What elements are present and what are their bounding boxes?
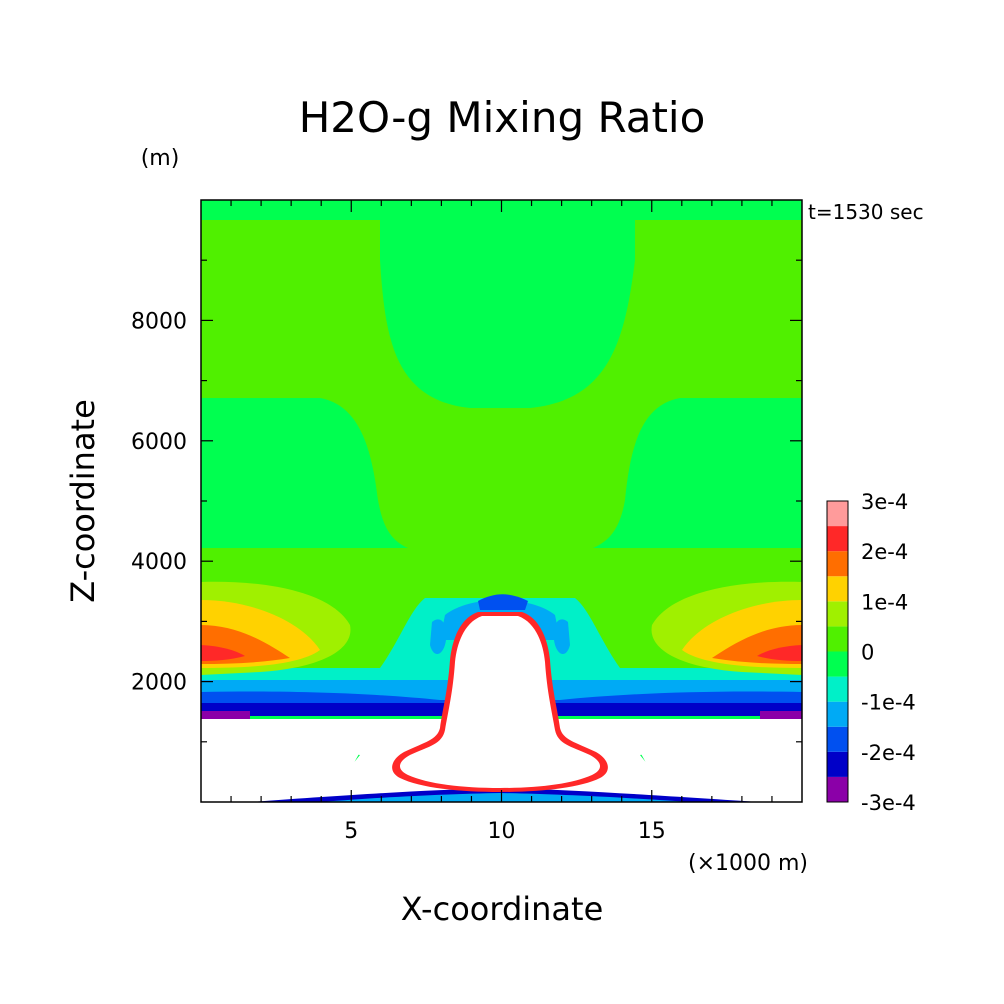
colorbar-swatch (827, 501, 848, 527)
colorbar-swatch (827, 551, 848, 577)
x-tick-label: 10 (488, 819, 516, 844)
colorbar-label: -2e-4 (861, 741, 916, 765)
x-unit-label: (×1000 m) (688, 851, 808, 876)
contour-lobe-left-red (201, 645, 245, 661)
colorbar-label: 1e-4 (861, 590, 908, 614)
colorbar-swatch (827, 626, 848, 652)
contour-field (201, 200, 802, 802)
colorbar-swatch (827, 751, 848, 777)
y-axis-label: Z-coordinate (64, 399, 102, 603)
contour-lobe-right-red (757, 645, 802, 661)
colorbar-frame (826, 500, 849, 803)
y-tick-label: 2000 (131, 671, 187, 696)
contour-upper-plume (201, 220, 802, 555)
colorbar-swatch (827, 576, 848, 602)
colorbar-swatch (827, 701, 848, 727)
y-tick-label: 8000 (131, 309, 187, 334)
y-tick-label: 4000 (131, 550, 187, 575)
x-tick-label: 5 (344, 819, 358, 844)
x-axis-label: X-coordinate (401, 890, 604, 928)
contour-bottom-edge-cyan (320, 793, 690, 802)
colorbar-label: -1e-4 (861, 691, 916, 715)
colorbar-label: 3e-4 (861, 490, 908, 514)
cloud-core (399, 616, 601, 788)
time-label: t=1530 sec (808, 200, 924, 224)
colorbar-label: -3e-4 (861, 791, 916, 815)
colorbar-swatch (827, 726, 848, 752)
x-tick-label: 15 (638, 819, 666, 844)
contour-dry-band-purple (201, 711, 250, 719)
contour-cap-top (478, 594, 528, 610)
colorbar-swatch (827, 676, 848, 702)
colorbar-swatch (827, 601, 848, 627)
y-unit-label: (m) (141, 146, 180, 171)
contour-dry-band-purple-right (760, 711, 802, 719)
colorbar-swatch (827, 526, 848, 552)
colorbar-label: 2e-4 (861, 540, 908, 564)
chart-title: H2O-g Mixing Ratio (299, 93, 706, 142)
colorbar-label: 0 (861, 641, 874, 665)
contour-shoulder-right (553, 619, 570, 655)
colorbar (826, 500, 849, 803)
tick-layer (201, 200, 802, 802)
colorbar-swatch (827, 651, 848, 677)
y-tick-label: 6000 (131, 430, 187, 455)
contour-shoulder-left (430, 619, 447, 655)
colorbar-swatch (827, 776, 848, 802)
